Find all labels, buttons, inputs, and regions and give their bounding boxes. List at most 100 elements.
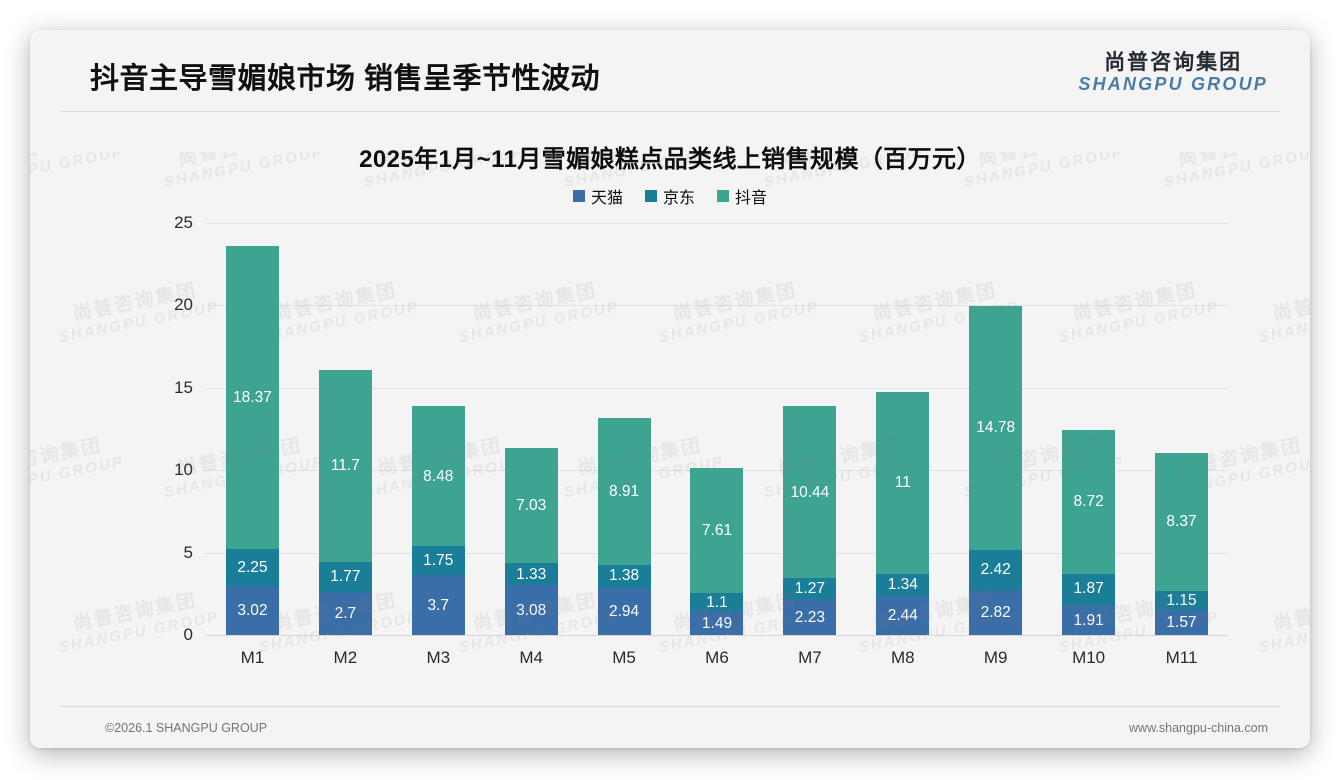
y-axis-tick-label: 25 [174, 213, 193, 232]
bar-value-label: 7.61 [701, 521, 733, 539]
bar-value-label: 1.33 [516, 565, 547, 583]
legend-item-天猫[interactable]: 天猫 [572, 184, 623, 208]
bar-segment-天猫[interactable]: 2.23 [783, 599, 837, 636]
bar-segment-抖音[interactable]: 8.91 [597, 418, 651, 565]
bar-value-label: 1.15 [1166, 591, 1197, 609]
bar-column[interactable]: 2.82 2.42 14.78 M9 [949, 224, 1042, 667]
bar-segment-京东[interactable]: 1.27 [783, 578, 837, 600]
bar-segment-抖音[interactable]: 7.03 [504, 447, 558, 564]
bar-stack: 3.02 2.25 18.37 [225, 246, 279, 636]
bar-segment-京东[interactable]: 2.25 [225, 549, 279, 587]
bar-value-label: 2.7 [334, 605, 357, 622]
bar-segment-天猫[interactable]: 3.7 [411, 575, 465, 636]
bar-segment-抖音[interactable]: 10.44 [783, 406, 837, 579]
bar-value-label: 1.75 [423, 551, 454, 569]
bar-segment-京东[interactable]: 1.15 [1155, 591, 1209, 611]
x-axis-tick-label: M4 [519, 648, 543, 667]
bar-column[interactable]: 1.49 1.1 7.61 M6 [671, 224, 764, 667]
bar-segment-天猫[interactable]: 1.91 [1062, 604, 1116, 636]
bar-value-label: 18.37 [233, 389, 272, 407]
bar-value-label: 1.1 [706, 593, 728, 611]
bar-segment-京东[interactable]: 1.87 [1062, 573, 1116, 605]
bar-segment-天猫[interactable]: 2.7 [318, 591, 372, 636]
bar-value-label: 1.91 [1073, 611, 1104, 629]
bar-value-label: 1.27 [794, 580, 825, 598]
bar-value-label: 3.08 [516, 601, 547, 619]
bar-segment-京东[interactable]: 1.77 [318, 562, 372, 592]
bar-column[interactable]: 2.94 1.38 8.91 M5 [578, 224, 671, 667]
bar-column[interactable]: 1.57 1.15 8.37 M11 [1135, 224, 1228, 667]
bar-value-label: 7.03 [516, 496, 547, 514]
bar-value-label: 3.7 [427, 596, 450, 614]
bar-value-label: 8.91 [608, 482, 640, 500]
bar-segment-天猫[interactable]: 2.44 [876, 595, 930, 636]
bar-stack: 3.08 1.33 7.03 [504, 447, 558, 636]
x-axis-tick-label: M6 [705, 648, 729, 667]
bar-segment-抖音[interactable]: 11.7 [318, 369, 372, 563]
bar-segment-天猫[interactable]: 3.08 [504, 585, 558, 636]
x-axis-tick-label: M5 [612, 648, 636, 667]
bar-segment-抖音[interactable]: 8.72 [1062, 430, 1116, 574]
bar-segment-抖音[interactable]: 7.61 [690, 467, 744, 594]
bar-segment-抖音[interactable]: 11 [876, 392, 930, 574]
x-axis-tick-label: M11 [1165, 648, 1198, 667]
bar-value-label: 1.77 [330, 568, 361, 586]
bar-group: 3.02 2.25 18.37 M1 2.7 1.77 11.7 M2 3.7 1.75 8.48 M… [206, 224, 1228, 667]
legend-item-抖音[interactable]: 抖音 [717, 184, 767, 208]
bar-column[interactable]: 1.91 1.87 8.72 M10 [1042, 224, 1135, 667]
bar-value-label: 2.23 [794, 608, 825, 626]
bar-stack: 2.23 1.27 10.44 [783, 406, 837, 636]
legend-item-京东[interactable]: 京东 [644, 184, 695, 208]
bar-value-label: 2.94 [608, 603, 640, 621]
bar-segment-天猫[interactable]: 1.57 [1155, 610, 1209, 636]
bar-value-label: 1.49 [701, 614, 733, 632]
x-axis-tick-label: M3 [426, 648, 451, 667]
bar-column[interactable]: 2.44 1.34 11 M8 [856, 224, 949, 667]
bar-segment-抖音[interactable]: 8.48 [411, 406, 465, 547]
plot-area: 0 5 10 15 20 25 3.02 2.25 18.37 M1 2.7 1.77 11.7 M2 3… [174, 213, 1228, 667]
bar-value-label: 11 [894, 474, 911, 492]
bar-value-label: 2.82 [980, 604, 1011, 622]
brand-logo: 尚普咨询集团 SHANGPU GROUP [1078, 51, 1268, 95]
bar-value-label: 8.48 [423, 467, 454, 485]
bar-stack: 2.7 1.77 11.7 [318, 369, 372, 636]
bar-segment-京东[interactable]: 1.1 [690, 593, 744, 612]
bar-segment-天猫[interactable]: 1.49 [690, 611, 744, 636]
bar-value-label: 2.42 [980, 560, 1011, 578]
y-axis-tick-label: 0 [183, 625, 193, 644]
bar-segment-天猫[interactable]: 2.94 [597, 587, 651, 636]
y-axis-tick-label: 15 [174, 377, 193, 397]
bar-value-label: 8.37 [1166, 513, 1197, 531]
bar-column[interactable]: 2.7 1.77 11.7 M2 [299, 224, 392, 667]
bar-value-label: 1.87 [1073, 580, 1104, 598]
bar-segment-抖音[interactable]: 8.37 [1155, 453, 1209, 592]
bar-column[interactable]: 3.02 2.25 18.37 M1 [206, 224, 299, 667]
bar-value-label: 3.02 [237, 602, 268, 620]
x-axis-tick-label: M8 [890, 648, 915, 667]
y-axis-tick-label: 10 [174, 460, 193, 480]
bar-segment-京东[interactable]: 1.34 [876, 573, 930, 596]
bar-segment-抖音[interactable]: 14.78 [969, 306, 1023, 550]
bar-segment-京东[interactable]: 2.42 [969, 549, 1023, 590]
bar-segment-抖音[interactable]: 18.37 [225, 246, 279, 550]
bar-segment-天猫[interactable]: 3.02 [225, 586, 279, 636]
bar-column[interactable]: 3.08 1.33 7.03 M4 [485, 224, 578, 667]
bar-segment-京东[interactable]: 1.75 [411, 546, 465, 576]
gridline: 15 [174, 378, 1228, 397]
bar-stack: 1.91 1.87 8.72 [1062, 430, 1116, 636]
bar-segment-天猫[interactable]: 2.82 [969, 589, 1023, 636]
bar-segment-京东[interactable]: 1.33 [504, 563, 558, 586]
slide-footer: ©2026.1 SHANGPU GROUP www.shangpu-china.… [30, 707, 1310, 748]
bar-segment-京东[interactable]: 1.38 [597, 564, 651, 588]
bar-column[interactable]: 3.7 1.75 8.48 M3 [392, 224, 485, 667]
bar-value-label: 1.57 [1166, 614, 1197, 632]
bar-value-label: 14.78 [976, 419, 1016, 437]
brand-name-cn: 尚普咨询集团 [1104, 51, 1243, 74]
bar-column[interactable]: 2.23 1.27 10.44 M7 [763, 224, 856, 667]
copyright-text: ©2026.1 SHANGPU GROUP [105, 720, 268, 735]
brand-name-en: SHANGPU GROUP [1078, 74, 1268, 95]
